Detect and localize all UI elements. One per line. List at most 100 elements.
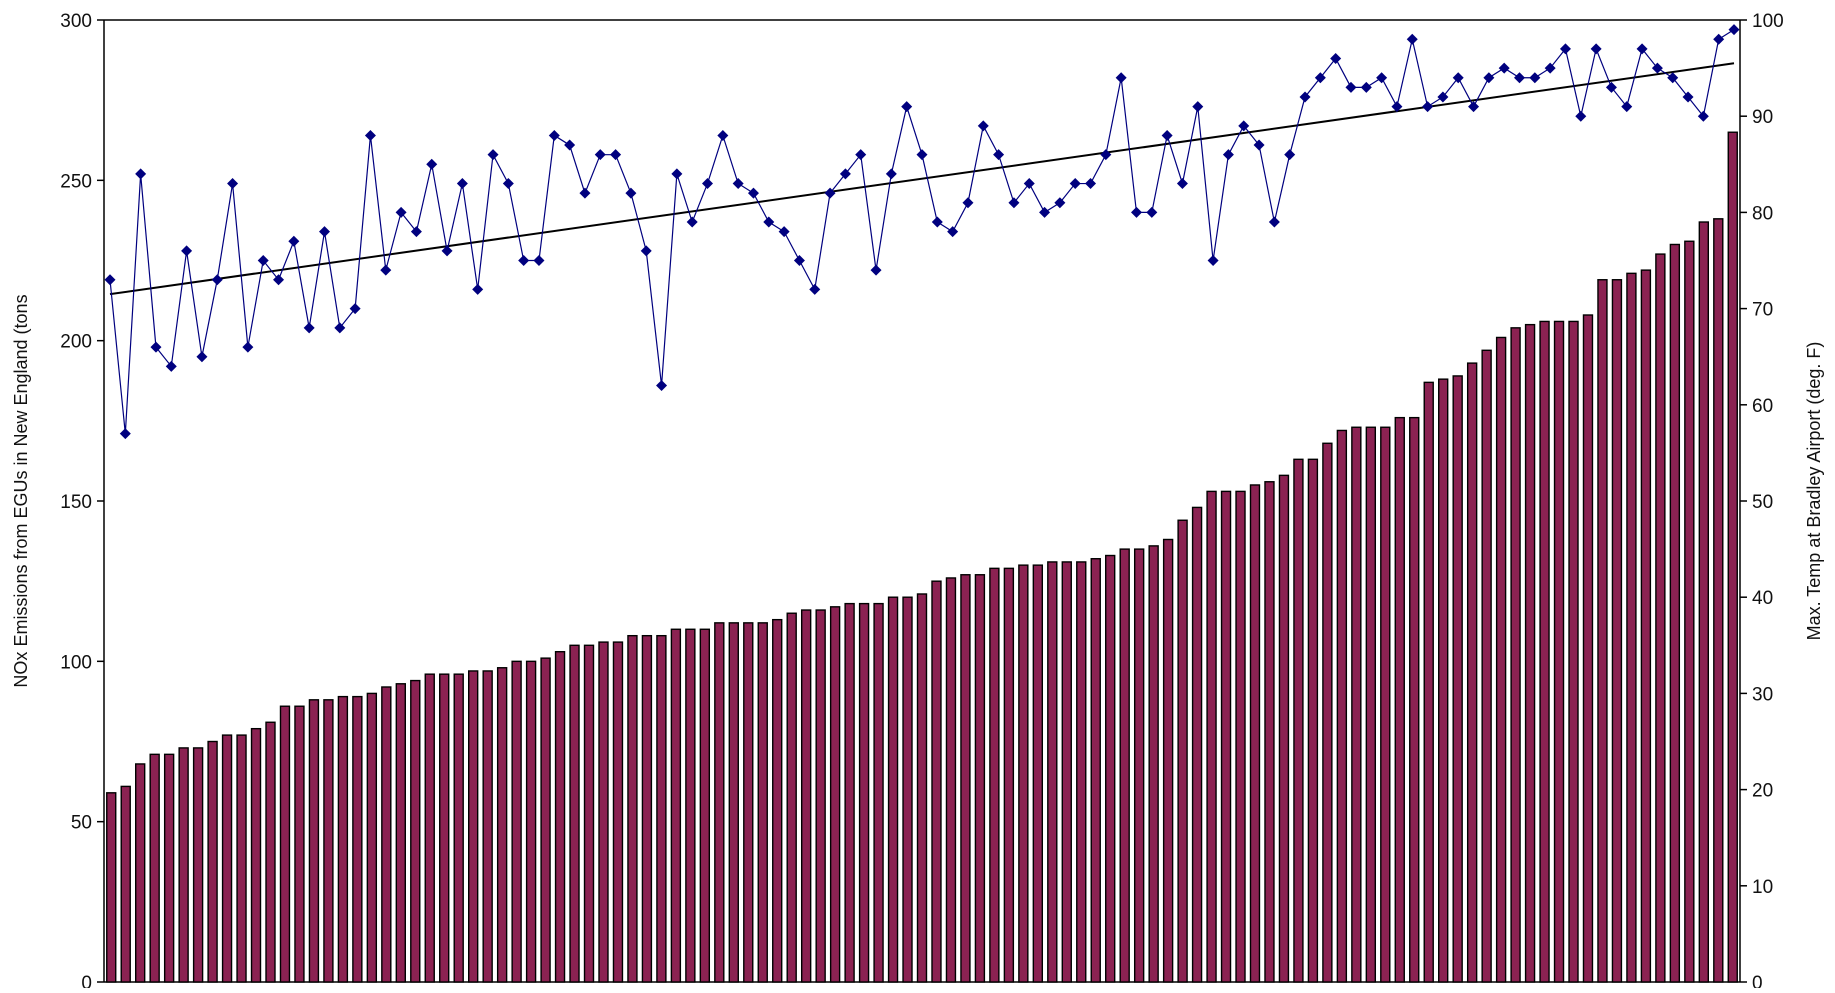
temperature-point — [640, 245, 652, 257]
temperature-point — [1130, 206, 1142, 218]
emission-bar — [439, 673, 450, 983]
emission-bar — [1597, 279, 1608, 983]
temperature-point — [1575, 110, 1587, 122]
temperature-point — [594, 149, 606, 161]
emission-bar — [945, 577, 957, 983]
right-axis-title: Max. Temp at Bradley Airport (deg. F) — [1804, 342, 1824, 641]
temperature-point — [548, 129, 560, 141]
temperature-point — [702, 178, 714, 190]
emission-bar — [279, 705, 291, 983]
emission-bar — [149, 753, 160, 983]
emission-bar — [1162, 538, 1174, 983]
emission-bar — [366, 692, 378, 983]
temperature-point — [1069, 178, 1081, 190]
temperature-point — [410, 226, 422, 238]
emission-bar — [1553, 320, 1565, 983]
emission-bar — [974, 574, 986, 983]
temperature-point — [763, 216, 775, 228]
emission-bar — [800, 609, 812, 983]
right-tick-label: 10 — [1752, 877, 1773, 898]
emission-bar — [1278, 474, 1290, 983]
emission-bar — [569, 644, 580, 983]
emission-bar — [1713, 218, 1724, 983]
emission-bar — [873, 602, 884, 983]
emission-bar — [1076, 561, 1087, 983]
temperature-point — [242, 341, 254, 353]
emission-bar — [1249, 484, 1261, 983]
right-tick-label: 20 — [1752, 781, 1773, 802]
temperature-point — [1682, 91, 1694, 103]
temperature-point — [1253, 139, 1265, 151]
right-tick-label: 40 — [1752, 588, 1773, 609]
temperature-point — [150, 341, 162, 353]
emission-bar — [743, 622, 754, 983]
emission-bar — [236, 734, 247, 983]
temperature-point — [1222, 149, 1234, 161]
temperature-point — [962, 197, 974, 209]
temperature-point — [732, 178, 744, 190]
temperature-point — [1238, 120, 1250, 132]
temperature-point — [839, 168, 851, 180]
temperature-point — [273, 274, 285, 286]
temperature-point — [656, 380, 668, 392]
emission-bar — [960, 574, 971, 983]
temperature-point — [288, 235, 300, 247]
emission-bar — [395, 683, 406, 983]
emission-bar — [1698, 221, 1709, 983]
temperature-point — [870, 264, 882, 276]
emission-bar — [699, 628, 711, 983]
temperature-point — [931, 216, 943, 228]
emission-bar — [757, 622, 768, 983]
temperature-point — [717, 129, 729, 141]
emission-bar — [844, 602, 855, 983]
temperature-point — [119, 428, 131, 440]
temperature-point — [1452, 72, 1464, 84]
emission-bar — [887, 596, 899, 983]
temperature-point — [625, 187, 637, 199]
emission-bar — [1133, 548, 1145, 983]
temperature-point — [472, 283, 484, 295]
temperature-point — [977, 120, 989, 132]
temperature-point — [1483, 72, 1495, 84]
temperature-point — [1529, 72, 1541, 84]
emission-bar — [1293, 458, 1304, 983]
temperature-point — [1605, 81, 1617, 93]
temperature-point — [1008, 197, 1020, 209]
right-tick-label: 80 — [1752, 203, 1773, 224]
emission-bar — [381, 686, 392, 983]
temperature-point — [901, 101, 913, 113]
temperature-point — [1039, 206, 1051, 218]
emission-bar — [1365, 426, 1377, 983]
left-axis-title: NOx Emissions from EGUs in New England (… — [11, 294, 31, 687]
emission-bar — [1640, 269, 1652, 983]
temperature-point — [1284, 149, 1296, 161]
temperature-point — [104, 274, 116, 286]
temperature-point — [1146, 206, 1158, 218]
emission-bar — [468, 670, 479, 983]
temperature-point — [257, 255, 269, 266]
emission-bar — [1105, 554, 1116, 983]
emission-bar — [1220, 490, 1232, 983]
temperature-point — [947, 226, 959, 238]
emission-bar — [511, 660, 522, 983]
emission-bar — [1669, 243, 1681, 983]
temperature-point — [1697, 110, 1709, 122]
emission-bar — [106, 792, 117, 983]
emission-bar — [772, 618, 783, 983]
emission-bar — [641, 634, 653, 983]
temperature-point — [1621, 101, 1633, 113]
emission-bar — [337, 695, 349, 983]
temperature-point — [135, 168, 147, 180]
left-tick-label: 100 — [60, 652, 92, 673]
temperature-point — [487, 149, 499, 161]
right-tick-label: 90 — [1752, 107, 1773, 128]
emission-bar — [989, 567, 1000, 983]
emission-bar — [627, 634, 638, 983]
temperature-point — [1437, 91, 1449, 103]
emissions-bars — [106, 131, 1738, 983]
trend-line — [109, 62, 1735, 296]
temperature-point — [1085, 178, 1097, 190]
emission-bar — [1235, 490, 1246, 983]
